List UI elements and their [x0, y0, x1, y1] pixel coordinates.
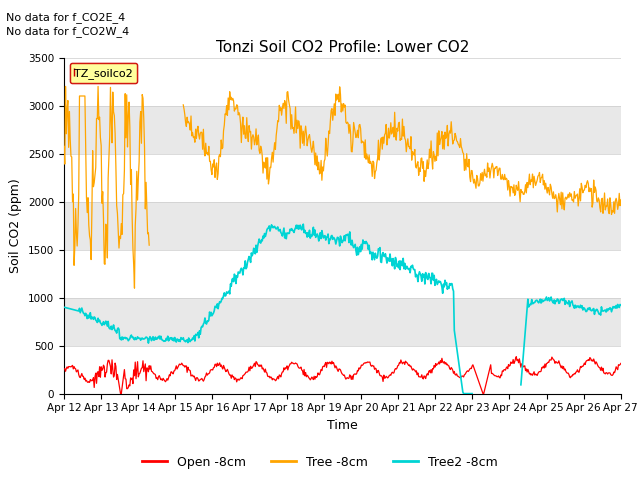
Legend: TZ_soilco2: TZ_soilco2	[70, 63, 137, 83]
Y-axis label: Soil CO2 (ppm): Soil CO2 (ppm)	[10, 178, 22, 273]
Bar	[64, 346, 621, 394]
Text: No data for f_CO2E_4: No data for f_CO2E_4	[6, 12, 125, 23]
Bar	[64, 106, 621, 154]
Bar	[64, 58, 621, 106]
Bar	[64, 154, 621, 202]
Title: Tonzi Soil CO2 Profile: Lower CO2: Tonzi Soil CO2 Profile: Lower CO2	[216, 40, 469, 55]
Bar	[64, 250, 621, 298]
X-axis label: Time: Time	[327, 419, 358, 432]
Bar	[64, 202, 621, 250]
Bar	[64, 298, 621, 346]
Legend: Open -8cm, Tree -8cm, Tree2 -8cm: Open -8cm, Tree -8cm, Tree2 -8cm	[137, 451, 503, 474]
Text: No data for f_CO2W_4: No data for f_CO2W_4	[6, 26, 130, 37]
